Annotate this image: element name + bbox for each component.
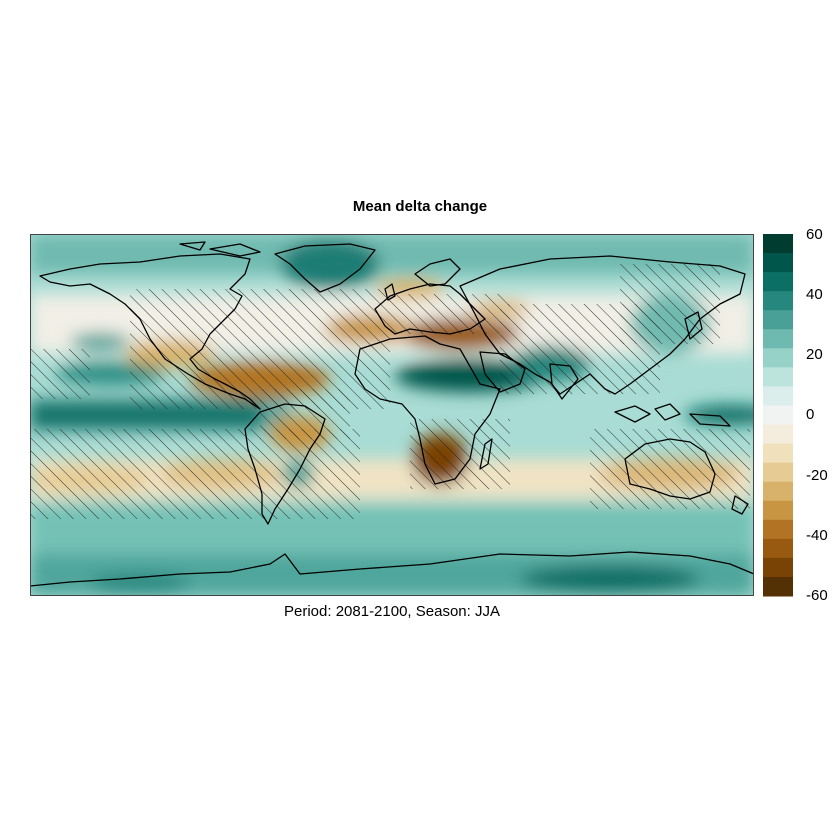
colorbar-swatch xyxy=(763,253,793,273)
colorbar-swatch xyxy=(763,386,793,406)
colorbar-swatch xyxy=(763,443,793,464)
colorbar-swatch xyxy=(763,500,793,521)
colorbar-swatch xyxy=(763,348,793,368)
map-subtitle: Period: 2081-2100, Season: JJA xyxy=(284,603,500,620)
colorbar-swatch xyxy=(763,481,793,502)
colorbar-swatch xyxy=(763,234,793,254)
colorbar-swatch xyxy=(763,272,793,292)
climate-map xyxy=(30,234,754,596)
colorbar-tick-label: 60 xyxy=(806,226,823,243)
colorbar-swatch xyxy=(763,538,793,559)
colorbar-tick-label: 40 xyxy=(806,286,823,303)
colorbar xyxy=(763,234,793,597)
map-title: Mean delta change xyxy=(352,198,488,215)
colorbar-tick-label: -20 xyxy=(806,467,828,484)
colorbar-swatch xyxy=(763,557,793,578)
hatched-regions xyxy=(30,264,750,519)
colorbar-swatch xyxy=(763,329,793,349)
colorbar-swatch xyxy=(763,462,793,483)
colorbar-swatch xyxy=(763,405,793,426)
colorbar-swatch xyxy=(763,367,793,387)
colorbar-tick-label: 20 xyxy=(806,346,823,363)
colorbar-swatch xyxy=(763,576,793,597)
colorbar-tick-label: -40 xyxy=(806,527,828,544)
colorbar-tick-label: 0 xyxy=(806,406,815,423)
colorbar-swatch xyxy=(763,310,793,330)
colorbar-swatch xyxy=(763,424,793,445)
colorbar-tick-label: -60 xyxy=(806,587,828,604)
coastlines xyxy=(30,241,754,587)
colorbar-swatch xyxy=(763,519,793,540)
colorbar-swatch xyxy=(763,291,793,311)
